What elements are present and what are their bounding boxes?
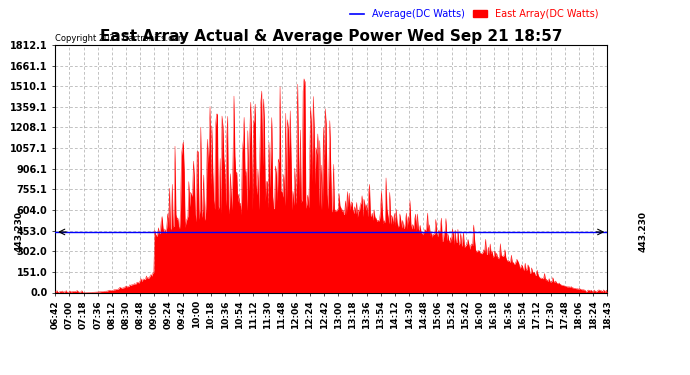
Text: Copyright 2022 Cartronics.com: Copyright 2022 Cartronics.com <box>55 33 186 42</box>
Legend: Average(DC Watts), East Array(DC Watts): Average(DC Watts), East Array(DC Watts) <box>346 5 602 23</box>
Title: East Array Actual & Average Power Wed Sep 21 18:57: East Array Actual & Average Power Wed Se… <box>100 29 562 44</box>
Text: 443.230: 443.230 <box>638 211 648 252</box>
Text: 443.230: 443.230 <box>14 211 24 252</box>
